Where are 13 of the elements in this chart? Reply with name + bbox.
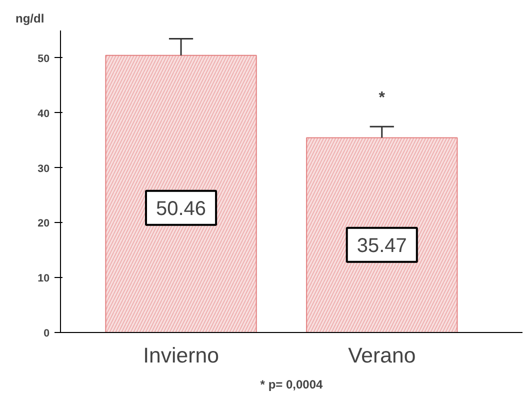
y-tick-label: 30 bbox=[38, 162, 50, 175]
y-tick-label: 50 bbox=[38, 52, 50, 65]
y-tick-label: 0 bbox=[44, 328, 50, 340]
y-tick-label: 20 bbox=[38, 218, 50, 230]
y-tick-label: 40 bbox=[38, 108, 50, 120]
x-tick-label: Invierno bbox=[143, 344, 219, 368]
text: * p= 0,0004 bbox=[260, 378, 324, 392]
y-axis-title: ng/dl bbox=[16, 12, 44, 26]
x-tick-label: Verano bbox=[348, 344, 416, 368]
data-label: 35.47 bbox=[356, 234, 407, 257]
annotation: * bbox=[378, 90, 386, 107]
y-tick-label: 10 bbox=[38, 272, 50, 285]
data-label: 50.46 bbox=[156, 198, 206, 220]
